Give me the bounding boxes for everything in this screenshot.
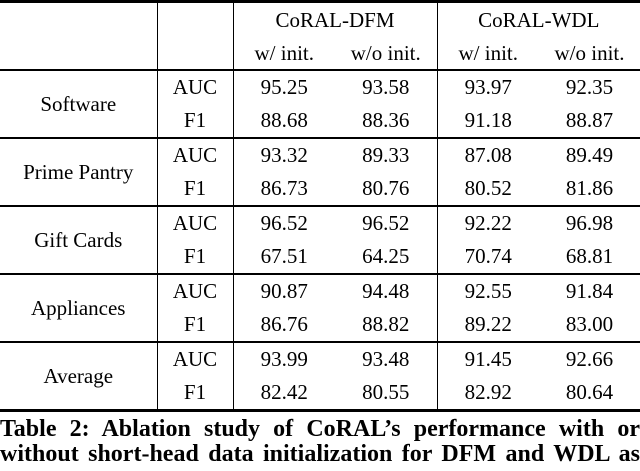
blank-header-cell: [0, 37, 158, 70]
table-group-prime-pantry: Prime Pantry AUC 93.32 89.33 87.08 89.49…: [0, 138, 640, 206]
table-caption-line-2: without short-head data initialization f…: [0, 441, 640, 467]
metric-label: AUC: [157, 274, 234, 308]
table-row: Software AUC 95.25 93.58 93.97 92.35: [0, 70, 640, 138]
table-group-appliances: Appliances AUC 90.87 94.48 92.55 91.84 F…: [0, 274, 640, 342]
value-cell: 80.64: [565, 380, 614, 404]
value-cell: 88.36: [335, 104, 438, 138]
value-cell: 92.66: [565, 347, 614, 371]
value-cell: 86.76: [260, 312, 308, 336]
value-cell: 88.68: [260, 108, 308, 132]
value-cell: 93.48: [335, 342, 438, 376]
row-label: Average: [0, 342, 158, 411]
value-cell: 86.73: [260, 176, 308, 200]
value-cell: 96.52: [260, 211, 308, 235]
blank-header-cell: [157, 37, 234, 70]
value-cell: 80.55: [335, 376, 438, 411]
metric-label: AUC: [157, 138, 234, 172]
value-cell: 93.99: [260, 347, 308, 371]
value-cell: 93.58: [335, 70, 438, 104]
table-caption-line-1: Table 2: Ablation study of CoRAL’s perfo…: [0, 416, 640, 442]
value-cell: 92.35: [565, 75, 614, 99]
column-group-coral-dfm: CoRAL-DFM: [233, 1, 438, 37]
metric-label: AUC: [157, 70, 234, 104]
value-cell: 80.52: [464, 176, 512, 200]
table-row: Appliances AUC 90.87 94.48 92.55 91.84: [0, 274, 640, 342]
value-cell: 68.81: [565, 244, 614, 268]
table-group-software: Software AUC 95.25 93.58 93.97 92.35 F1 …: [0, 70, 640, 138]
table-group-average: Average AUC 93.99 93.48 91.45 92.66 F1 8…: [0, 342, 640, 411]
subheader-wdl-with-init: w/ init.: [458, 41, 518, 65]
value-cell: 81.86: [565, 176, 614, 200]
value-cell: 89.33: [335, 138, 438, 172]
value-cell: 96.52: [335, 206, 438, 240]
value-cell: 87.08: [464, 143, 512, 167]
subheader-wdl-without-init: w/o init.: [554, 41, 625, 65]
value-cell: 89.49: [565, 143, 614, 167]
value-cell: 92.22: [464, 211, 512, 235]
value-cell: 80.76: [335, 172, 438, 206]
table-row: F1 67.51 64.25 70.74 68.81: [0, 240, 640, 274]
subheader-dfm-without-init: w/o init.: [335, 37, 438, 70]
value-cell: 88.87: [565, 108, 614, 132]
table-row: Gift Cards AUC 96.52 96.52 92.22 96.98: [0, 206, 640, 274]
value-cell: 95.25: [260, 75, 308, 99]
value-cell: 82.92: [464, 380, 512, 404]
value-cell: 88.82: [335, 308, 438, 342]
ablation-results-table: CoRAL-DFM CoRAL-WDL w/ init. w/o init. w…: [0, 0, 640, 411]
table-header: CoRAL-DFM CoRAL-WDL w/ init. w/o init. w…: [0, 1, 640, 70]
value-cell: 90.87: [260, 279, 308, 303]
table-row: F1 86.76 88.82 89.22 83.00: [0, 308, 640, 342]
metric-label: F1: [157, 308, 234, 342]
blank-header-cell: [157, 1, 234, 37]
table-row: F1 82.42 80.55 82.92 80.64: [0, 376, 640, 411]
metric-label: AUC: [157, 342, 234, 376]
table-row: F1 88.68 88.36 91.18 88.87: [0, 104, 640, 138]
blank-header-cell: [0, 1, 158, 37]
value-cell: 91.84: [565, 279, 614, 303]
table-row: F1 86.73 80.76 80.52 81.86: [0, 172, 640, 206]
value-cell: 96.98: [565, 211, 614, 235]
row-label: Software: [0, 70, 158, 138]
row-label: Prime Pantry: [0, 138, 158, 206]
metric-label: F1: [157, 376, 234, 411]
value-cell: 92.55: [464, 279, 512, 303]
value-cell: 91.18: [464, 108, 512, 132]
value-cell: 67.51: [260, 244, 308, 268]
table-group-gift-cards: Gift Cards AUC 96.52 96.52 92.22 96.98 F…: [0, 206, 640, 274]
metric-label: F1: [157, 172, 234, 206]
metric-label: F1: [157, 104, 234, 138]
metric-label: F1: [157, 240, 234, 274]
value-cell: 64.25: [335, 240, 438, 274]
metric-label: AUC: [157, 206, 234, 240]
value-cell: 93.32: [260, 143, 308, 167]
row-label: Gift Cards: [0, 206, 158, 274]
row-label: Appliances: [0, 274, 158, 342]
value-cell: 83.00: [565, 312, 614, 336]
table-row: Average AUC 93.99 93.48 91.45 92.66: [0, 342, 640, 411]
value-cell: 82.42: [260, 380, 308, 404]
value-cell: 70.74: [464, 244, 512, 268]
column-group-coral-wdl: CoRAL-WDL: [478, 8, 600, 32]
table-caption: Table 2: Ablation study of CoRAL’s perfo…: [0, 417, 640, 467]
table-row: Prime Pantry AUC 93.32 89.33 87.08 89.49: [0, 138, 640, 206]
value-cell: 94.48: [335, 274, 438, 308]
value-cell: 91.45: [464, 347, 512, 371]
value-cell: 93.97: [464, 75, 512, 99]
value-cell: 89.22: [464, 312, 512, 336]
subheader-dfm-with-init: w/ init.: [254, 41, 314, 65]
